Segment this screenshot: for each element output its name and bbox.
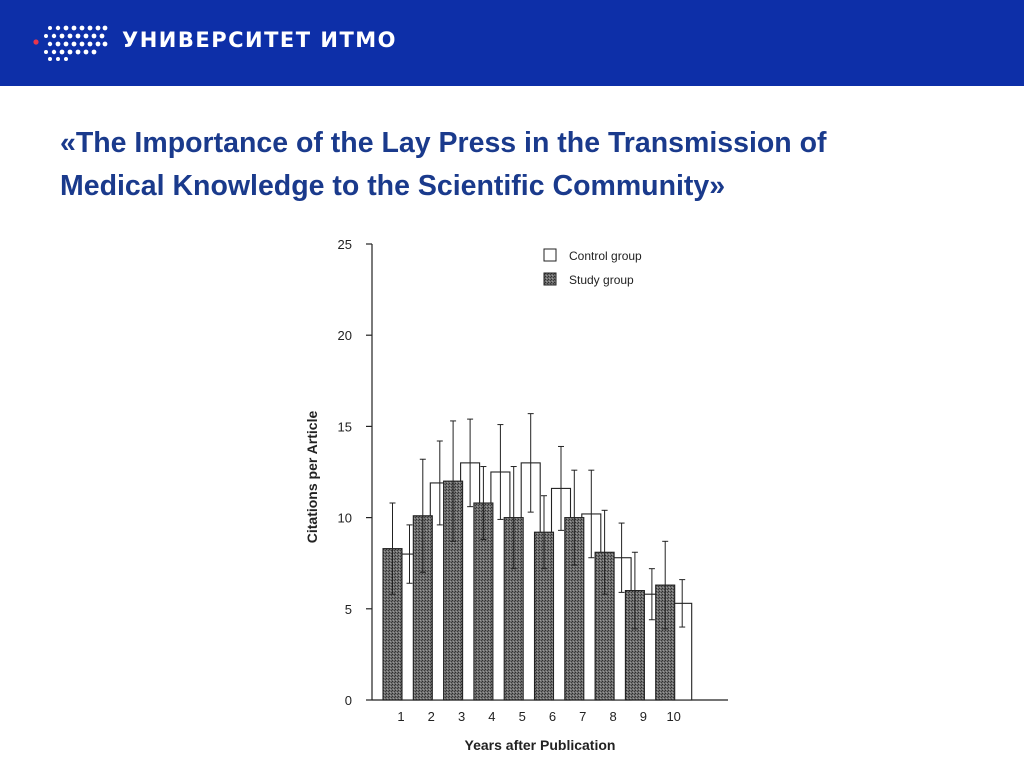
slide-title-line-1: «The Importance of the Lay Press in the … — [60, 127, 827, 159]
x-tick-label: 4 — [488, 709, 495, 724]
slide-title: «The Importance of the Lay Press in the … — [60, 122, 1000, 208]
header-bar: УНИВЕРСИТЕТ ИТМО — [0, 0, 1024, 86]
x-tick-label: 8 — [609, 709, 616, 724]
legend-label-study-group: Study group — [569, 273, 634, 287]
y-axis-label: Citations per Article — [304, 411, 320, 544]
y-tick-label: 25 — [338, 237, 352, 252]
x-tick-label: 6 — [549, 709, 556, 724]
chart-bars — [382, 413, 693, 701]
legend-swatch-study-group — [543, 272, 557, 286]
x-tick-label: 3 — [458, 709, 465, 724]
brand-name: УНИВЕРСИТЕТ ИТМО — [122, 28, 398, 52]
x-tick-label: 1 — [397, 709, 404, 724]
y-tick-label: 15 — [338, 419, 352, 434]
y-tick-label: 0 — [345, 693, 352, 708]
x-tick-label: 5 — [519, 709, 526, 724]
x-tick-label: 9 — [640, 709, 647, 724]
x-axis-label: Years after Publication — [465, 737, 616, 753]
itmo-dots-logo-icon — [33, 25, 108, 61]
chart-legend: Control group Study group — [543, 248, 642, 287]
legend-swatch-control-group — [543, 248, 557, 262]
x-tick-label: 10 — [666, 709, 680, 724]
y-tick-label: 5 — [345, 602, 352, 617]
y-tick-label: 10 — [338, 511, 352, 526]
x-tick-label: 7 — [579, 709, 586, 724]
y-tick-label: 20 — [338, 328, 352, 343]
x-tick-label: 2 — [428, 709, 435, 724]
slide-title-line-2: Medical Knowledge to the Scientific Comm… — [60, 170, 726, 202]
legend-label-control-group: Control group — [569, 249, 642, 263]
